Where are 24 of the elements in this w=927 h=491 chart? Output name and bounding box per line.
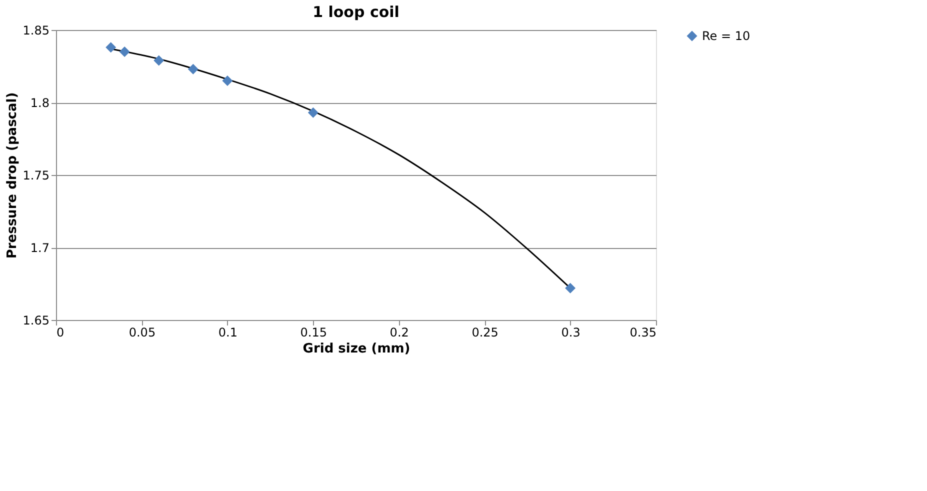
- point: [565, 282, 576, 294]
- x-tick-label: 0.25: [472, 326, 498, 340]
- point: [119, 46, 130, 57]
- x-tick-label: 0.2: [390, 326, 409, 340]
- point: [188, 64, 198, 74]
- y-tick-label: 1.65: [22, 314, 50, 328]
- chart-title: 1 loop coil: [312, 3, 400, 21]
- y-axis-title: Pressure drop (pascal): [4, 92, 20, 259]
- point: [222, 76, 233, 86]
- x-tick-label: 0.1: [218, 326, 238, 340]
- point: [154, 55, 164, 66]
- y-tick-label: 1.75: [22, 168, 50, 182]
- x-tick-label: 0.15: [300, 326, 327, 340]
- point: [308, 107, 318, 118]
- y-tick-label: 1.8: [30, 96, 50, 110]
- y-tick-label: 1.85: [22, 24, 50, 38]
- x-tick-label: 0.3: [561, 326, 580, 340]
- legend-label: Re = 10: [702, 29, 750, 43]
- y-tick-label: 1.7: [30, 241, 50, 255]
- point: [106, 42, 116, 53]
- x-tick-label: 0: [56, 326, 64, 340]
- x-tick-label: 0.35: [630, 326, 656, 340]
- x-axis-title: Grid size (mm): [302, 342, 410, 356]
- x-tick-label: 0.05: [128, 326, 156, 340]
